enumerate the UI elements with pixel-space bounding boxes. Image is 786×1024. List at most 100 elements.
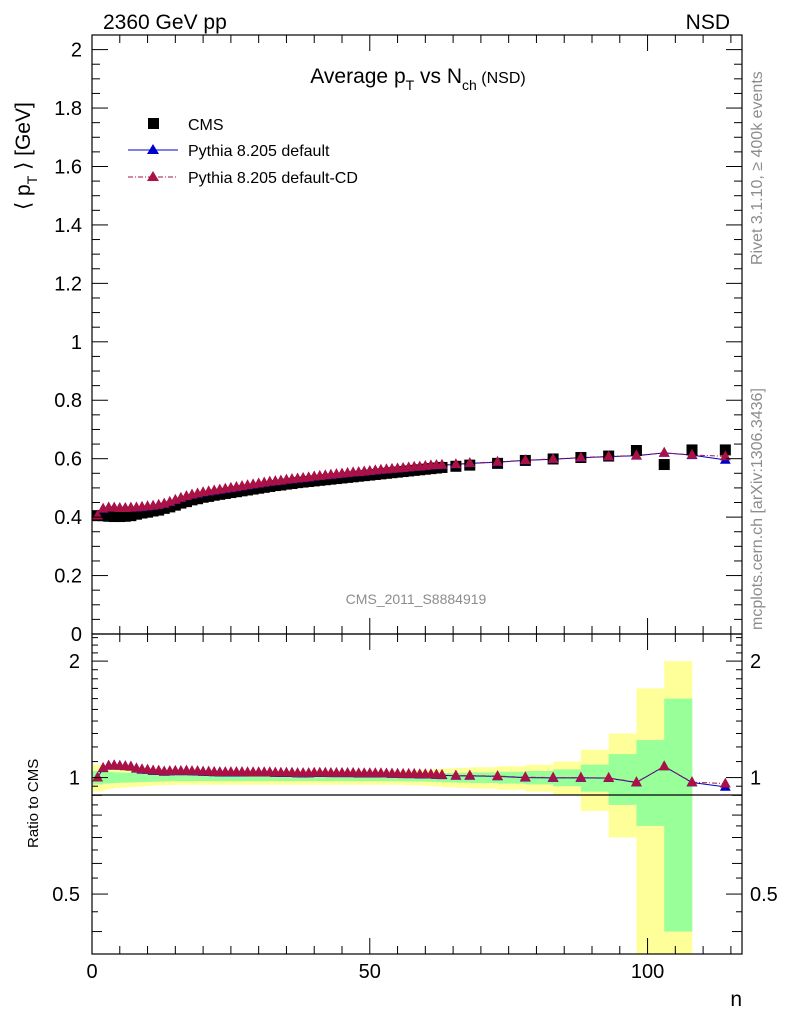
x-tick-labels: 0 50 100: [86, 961, 664, 983]
cms-data-point: [286, 478, 298, 490]
ratio-band-green: [108, 772, 115, 784]
ratio-band-green: [380, 774, 387, 782]
legend-marker-default: [147, 144, 159, 154]
legend-marker-cms: [148, 118, 159, 129]
cms-data-point: [253, 482, 265, 494]
cms-data-point: [97, 510, 109, 522]
ratio-band-green: [469, 772, 498, 784]
ratio-band-green: [186, 774, 193, 782]
ratio-default-cd-point: [436, 768, 448, 779]
x-tick-label: 50: [359, 961, 381, 983]
cms-data-point: [142, 506, 154, 518]
ratio-y-ticks: 0.5 0.5 1 1 2 2: [52, 637, 778, 933]
cms-data-point: [308, 475, 320, 487]
ratio-band-green: [197, 774, 204, 782]
ratio-y-tick-label: 0.5: [52, 884, 80, 906]
ratio-data-layer: [92, 759, 731, 791]
ratio-band-green: [242, 774, 248, 782]
cms-data-point: [192, 493, 204, 505]
ratio-band-green: [664, 698, 693, 932]
ratio-band-green: [275, 774, 282, 782]
main-y-tick-label: 1.8: [54, 98, 82, 120]
cms-data-point: [164, 501, 176, 513]
ratio-band-green: [442, 772, 457, 783]
cms-data-point: [214, 488, 226, 500]
cms-data-point: [275, 479, 287, 491]
cms-data-point: [208, 489, 220, 501]
ratio-band-green: [308, 774, 315, 782]
cms-data-point: [225, 487, 237, 499]
cms-data-point: [342, 471, 354, 483]
cms-data-point: [125, 510, 137, 522]
cms-data-point: [264, 480, 276, 492]
ratio-band-green: [375, 774, 382, 782]
cms-data-point: [197, 491, 209, 503]
ratio-x-ticks: [91, 634, 732, 954]
default-cd-data-point: [686, 448, 698, 459]
ratio-default-cd-point: [575, 771, 587, 782]
ratio-default-cd-point: [719, 777, 731, 788]
default-cd-data-point: [519, 454, 531, 465]
main-panel: 0 0.2 0.4 0.6 0.8 1 1.2 1.4 1.6 1.8 2 Average pT v…: [12, 34, 743, 646]
ratio-band-green: [169, 774, 176, 782]
ratio-band-green: [142, 773, 148, 783]
cms-data-point: [658, 459, 670, 471]
cms-data-point: [247, 483, 259, 495]
cms-data-point: [130, 508, 142, 520]
ratio-default-cd-point: [686, 776, 698, 787]
ratio-default-cd-point: [492, 770, 503, 780]
ratio-band-green: [347, 774, 354, 782]
main-y-tick-label: 0.6: [54, 449, 82, 471]
legend-label-default: Pythia 8.205 default: [188, 143, 330, 160]
main-y-ticks: [92, 49, 742, 635]
ratio-axis-label: Ratio to CMS: [25, 759, 42, 848]
ratio-band-green: [236, 774, 243, 782]
ratio-band-green: [330, 774, 337, 782]
main-y-tick-labels: 0 0.2 0.4 0.6 0.8 1 1.2 1.4 1.6 1.8 2: [54, 40, 82, 646]
analysis-watermark: CMS_2011_S8884919: [346, 591, 487, 607]
ratio-frame: [91, 633, 743, 955]
ratio-uncertainty-bands: [92, 661, 693, 954]
cms-data-point: [269, 480, 281, 492]
ratio-default-cd-point: [547, 771, 559, 782]
cms-data-point: [169, 499, 181, 511]
ratio-band-green: [636, 740, 665, 826]
cms-data-point: [230, 486, 242, 498]
ratio-band-green: [358, 774, 365, 782]
main-y-tick-label: 1.6: [54, 156, 82, 178]
ratio-band-green: [336, 774, 343, 782]
cms-data-point: [336, 472, 348, 484]
ratio-band-green: [219, 774, 226, 782]
ratio-band-green: [130, 772, 137, 783]
ratio-y-tick-label: 2: [69, 651, 80, 673]
ratio-band-green: [119, 772, 126, 783]
ratio-band-green: [369, 774, 376, 782]
cms-data-point: [147, 505, 159, 517]
legend: CMS Pythia 8.205 default Pythia 8.205 de…: [128, 117, 358, 187]
cms-data-point: [347, 471, 359, 483]
ratio-band-green: [269, 774, 276, 782]
ratio-default-cd-point: [92, 771, 103, 782]
ratio-y-tick-label-right: 2: [750, 651, 761, 673]
cms-data-point: [325, 473, 337, 485]
main-y-tick-label: 0.8: [54, 390, 82, 412]
cms-data-point: [136, 507, 148, 519]
ratio-band-green: [258, 774, 265, 782]
ratio-band-green: [280, 774, 287, 782]
ratio-band-green: [297, 774, 304, 782]
ratio-default-cd-point: [603, 771, 615, 782]
ratio-band-green: [164, 773, 171, 782]
ratio-band-green: [455, 772, 471, 783]
ratio-band-green: [114, 772, 121, 783]
ratio-y-tick-label-right: 1: [750, 768, 761, 790]
ratio-band-green: [208, 774, 215, 782]
cms-data-point: [219, 487, 231, 499]
process-label: NSD: [686, 11, 730, 34]
cms-data-point: [719, 444, 731, 456]
main-y-tick-label: 1.4: [54, 215, 82, 237]
ratio-y-tick-label: 1: [69, 768, 80, 790]
legend-marker-cd: [147, 171, 159, 181]
cms-data-point: [186, 494, 198, 506]
ratio-band-green: [342, 774, 348, 782]
